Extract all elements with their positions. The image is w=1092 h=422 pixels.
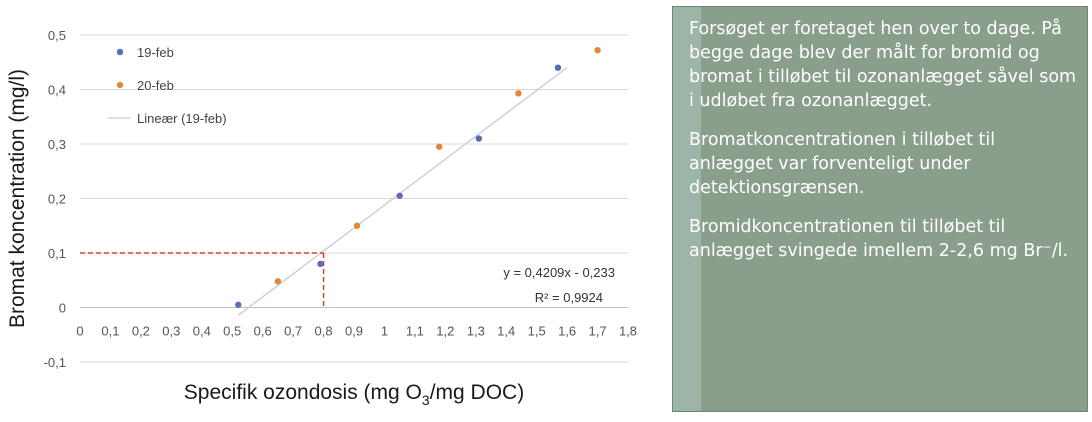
legend-marker-2 — [116, 81, 124, 89]
legend-label-1: 19-feb — [137, 45, 174, 60]
x-tick-label-18: 1,8 — [619, 324, 637, 339]
x-tick-label-15: 1,5 — [528, 324, 546, 339]
y-tick-label-5: 0,4 — [48, 83, 66, 98]
x-tick-label-16: 1,6 — [558, 324, 576, 339]
data-point-series1-4 — [475, 135, 483, 142]
legend-label-2: 20-feb — [137, 78, 174, 93]
data-point-series2-3 — [436, 143, 443, 150]
x-tick-label-9: 0,9 — [345, 324, 363, 339]
trendline-r2: R² = 0,9924 — [535, 290, 603, 305]
chart-svg: -0,1 0 0,1 0,2 0,3 0,4 0,5 0 0,1 0,2 0,3 0,4 0,5 0,6 0… — [6, 28, 637, 408]
x-tick-label-17: 1,7 — [589, 324, 607, 339]
x-tick-label-7: 0,7 — [284, 324, 302, 339]
legend-marker-1 — [116, 48, 124, 56]
y-tick-label-1: 0 — [59, 301, 66, 316]
x-tick-label-10: 1 — [381, 324, 388, 339]
y-tick-label-3: 0,2 — [48, 192, 66, 207]
data-point-series1-1 — [235, 301, 242, 308]
trendline — [237, 66, 568, 316]
data-point-series2-1 — [274, 278, 282, 285]
info-box-stripe — [673, 7, 701, 411]
x-axis-title-part1: Specifik ozondosis (mg O — [184, 381, 422, 404]
legend-label-trendline: Lineær (19-feb) — [137, 111, 227, 126]
y-tick-label-0: -0,1 — [44, 355, 66, 370]
info-paragraph-3: Bromidkoncentrationen til tilløbet til a… — [689, 217, 1069, 261]
x-axis-title: Specifik ozondosis (mg O3/mg DOC) — [184, 381, 524, 408]
x-tick-label-1: 0,1 — [101, 324, 119, 339]
x-tick-label-0: 0 — [76, 324, 83, 339]
trendline-equation: y = 0,4209x - 0,233 — [503, 265, 615, 280]
y-axis-title: Bromat koncentration (mg/l) — [6, 69, 29, 328]
data-point-series2-2 — [353, 222, 361, 229]
x-tick-label-4: 0,4 — [193, 324, 211, 339]
chart: -0,1 0 0,1 0,2 0,3 0,4 0,5 0 0,1 0,2 0,3 0,4 0,5 0,6 0… — [6, 28, 637, 408]
x-tick-label-13: 1,3 — [467, 324, 485, 339]
y-tick-label-2: 0,1 — [48, 246, 66, 261]
x-tick-label-11: 1,1 — [406, 324, 424, 339]
x-axis-title-subscript: 3 — [422, 392, 430, 408]
y-tick-label-4: 0,3 — [48, 137, 66, 152]
info-paragraph-2: Bromatkoncentrationen i tilløbet til anl… — [689, 130, 996, 198]
data-point-series1-3 — [396, 192, 403, 199]
x-tick-label-12: 1,2 — [436, 324, 454, 339]
data-point-series2-5 — [594, 47, 601, 54]
info-box: Forsøget er foretaget hen over to dage. … — [672, 6, 1088, 412]
info-box-text: Forsøget er foretaget hen over to dage. … — [689, 17, 1079, 278]
x-tick-label-3: 0,3 — [162, 324, 180, 339]
x-axis-title-part2: /mg DOC) — [430, 381, 525, 404]
y-tick-label-6: 0,5 — [48, 28, 66, 43]
info-paragraph-1: Forsøget er foretaget hen over to dage. … — [689, 19, 1077, 111]
x-tick-label-6: 0,6 — [254, 324, 272, 339]
x-tick-label-2: 0,2 — [132, 324, 150, 339]
data-point-series2-4 — [515, 90, 522, 97]
x-tick-label-8: 0,8 — [315, 324, 333, 339]
x-tick-label-5: 0,5 — [223, 324, 241, 339]
data-point-series1-5 — [554, 64, 562, 71]
x-tick-label-14: 1,4 — [497, 324, 515, 339]
data-point-series1-2 — [317, 260, 324, 268]
